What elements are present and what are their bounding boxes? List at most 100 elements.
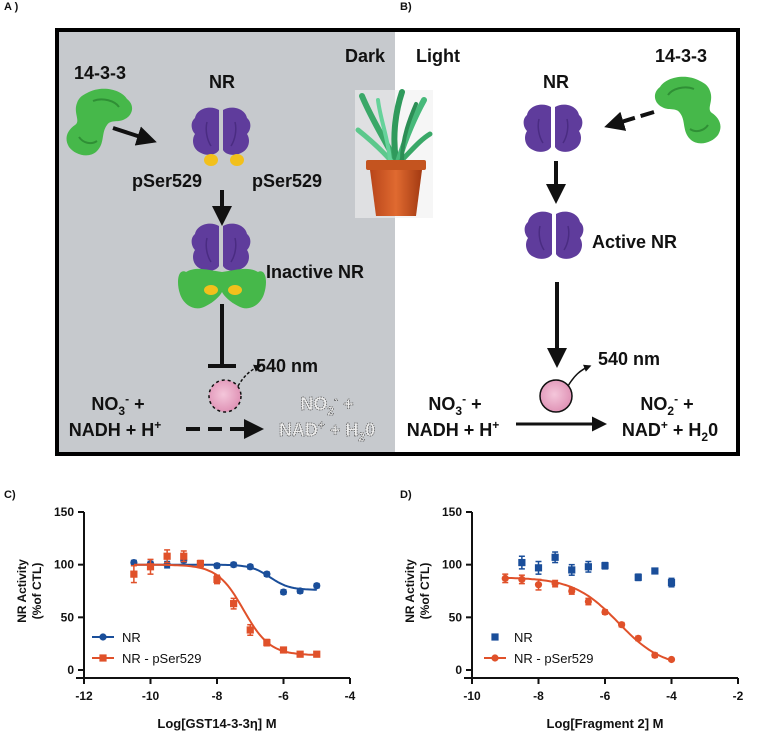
x-axis-label: Log[Fragment 2] M xyxy=(547,716,664,731)
y-axis-label: (%of CTL) xyxy=(30,563,44,620)
data-point xyxy=(618,621,626,629)
phospho-site-icon xyxy=(204,154,218,166)
data-point xyxy=(534,564,543,572)
y-tick-label: 0 xyxy=(67,663,74,677)
data-point xyxy=(196,560,204,568)
nr-label-light: NR xyxy=(543,72,569,92)
data-point xyxy=(501,574,509,582)
wavelength-dark-label: 540 nm xyxy=(256,356,318,376)
substrate-nadh-light: NADH + H+ xyxy=(407,418,500,440)
data-point xyxy=(213,562,221,570)
y-axis-label: NR Activity xyxy=(15,559,29,623)
protein-1433-light-icon xyxy=(653,75,722,145)
legend-label: NR xyxy=(514,630,533,645)
product-nitrite-light: NO2- + xyxy=(640,392,693,418)
blocked-products-dark: NO2- + NAD+ + H20 xyxy=(279,392,376,445)
active-nr-label: Active NR xyxy=(592,232,677,252)
legend-label: NR xyxy=(122,630,141,645)
x-tick-label: -6 xyxy=(600,689,611,703)
y-axis-label: NR Activity xyxy=(403,559,417,623)
data-point xyxy=(667,578,676,587)
y-tick-label: 50 xyxy=(449,610,463,624)
data-point xyxy=(130,570,138,578)
y-tick-label: 100 xyxy=(54,558,74,572)
data-point xyxy=(246,563,254,571)
chromophore-dark-icon xyxy=(208,379,242,413)
legend-marker xyxy=(99,654,107,662)
data-point xyxy=(651,567,659,575)
data-point xyxy=(313,650,321,658)
binding-arrow-dark xyxy=(112,126,157,146)
active-nr-icon xyxy=(523,210,585,260)
nr-label-dark: NR xyxy=(209,72,235,92)
data-point xyxy=(534,581,543,589)
data-point xyxy=(667,655,676,664)
protein-1433-label-light: 14-3-3 xyxy=(655,46,707,66)
y-tick-label: 150 xyxy=(54,505,74,519)
x-tick-label: -12 xyxy=(75,689,93,703)
data-point xyxy=(518,558,526,567)
substrate-nitrate-dark: NO3- + xyxy=(91,392,144,418)
legend-marker xyxy=(491,654,499,662)
data-point xyxy=(230,600,238,608)
inactive-nr-label: Inactive NR xyxy=(266,262,364,282)
x-tick-label: -4 xyxy=(345,689,356,703)
phospho-site-icon xyxy=(230,154,244,166)
data-point xyxy=(651,651,659,659)
product-nad-dark: NAD+ + H20 xyxy=(279,418,375,444)
legend-marker xyxy=(491,633,499,641)
diagram-frame xyxy=(55,28,740,456)
legend-marker xyxy=(99,633,107,641)
substrate-nadh-dark: NADH + H+ xyxy=(69,418,162,440)
nr-light-icon xyxy=(522,103,584,153)
light-label: Light xyxy=(416,46,460,66)
data-point xyxy=(551,553,559,561)
x-tick-label: -6 xyxy=(278,689,289,703)
panel-b-label: B) xyxy=(400,1,412,13)
y-tick-label: 0 xyxy=(455,663,462,677)
dark-label: Dark xyxy=(345,46,386,66)
data-point xyxy=(634,634,642,643)
legend-label: NR - pSer529 xyxy=(122,651,201,666)
chart-c: C) 0 50 100 150 -12 -10 -8 -6 -4 Log[GST14-3-3η] M… xyxy=(4,489,356,731)
inactive-nr-complex-icon xyxy=(178,222,266,309)
chromophore-light-icon xyxy=(539,379,573,413)
data-point xyxy=(163,552,171,560)
fit-curve xyxy=(133,563,317,591)
data-point xyxy=(568,566,576,574)
panel-label: D) xyxy=(400,489,412,501)
substrate-nitrate-light: NO3- + xyxy=(428,392,481,418)
data-point xyxy=(263,570,271,578)
pser-right-label: pSer529 xyxy=(252,171,322,191)
data-point xyxy=(313,582,321,590)
product-nad-light: NAD+ + H20 xyxy=(622,418,718,444)
data-point xyxy=(551,580,559,588)
pser-left-label: pSer529 xyxy=(132,171,202,191)
fit-curve xyxy=(505,576,672,662)
chart-d: D) 0 50 100 150 -10 -8 -6 -4 -2 Log[Fragment 2] M N… xyxy=(400,489,744,731)
data-point xyxy=(180,552,188,560)
data-point xyxy=(146,563,155,571)
binding-arrow-light xyxy=(604,110,655,131)
panel-label: C) xyxy=(4,489,16,501)
potted-plant-icon xyxy=(355,89,433,218)
data-point xyxy=(296,650,304,658)
x-tick-label: -4 xyxy=(666,689,677,703)
data-point xyxy=(279,588,288,596)
wavelength-light-label: 540 nm xyxy=(598,349,660,369)
fit-curve xyxy=(133,563,317,656)
x-tick-label: -10 xyxy=(142,689,160,703)
data-point xyxy=(230,561,238,569)
data-point xyxy=(568,587,576,595)
x-tick-label: -10 xyxy=(463,689,481,703)
emission-arrow-dark xyxy=(237,364,262,387)
panel-a-label: A ) xyxy=(4,1,19,13)
legend-label: NR - pSer529 xyxy=(514,651,593,666)
data-point xyxy=(601,608,609,616)
data-point xyxy=(584,597,592,606)
data-point xyxy=(213,575,221,584)
data-point xyxy=(584,563,592,571)
y-tick-label: 100 xyxy=(442,558,462,572)
data-point xyxy=(263,639,271,647)
